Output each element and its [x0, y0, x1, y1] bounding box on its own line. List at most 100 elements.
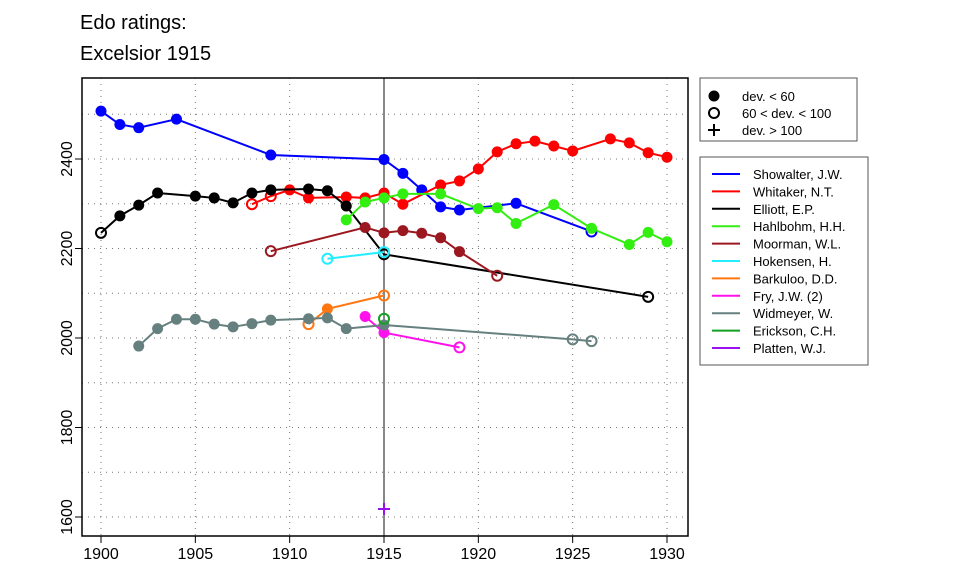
- x-tick-label: 1930: [649, 546, 685, 563]
- series-moorman-w-l-point: [491, 269, 504, 282]
- series-whitaker-n-t-point: [623, 137, 635, 149]
- series-showalter-j-w-point: [95, 105, 107, 117]
- series-line-barkuloo-d-d: [307, 294, 385, 325]
- series-widmeyer-w-point: [321, 312, 333, 324]
- series-widmeyer-w-point: [265, 314, 277, 326]
- series-hokensen-h: [321, 246, 390, 265]
- x-tick-label: 1925: [555, 546, 591, 563]
- series-widmeyer-w-point: [340, 323, 352, 335]
- series-fry-j-w-point: [359, 311, 371, 323]
- series-whitaker-n-t-point: [453, 175, 465, 187]
- marker-legend-filled-point: [708, 90, 720, 102]
- chart-title-line-2: Excelsior 1915: [80, 43, 211, 65]
- series-showalter-j-w-point: [170, 113, 182, 125]
- series-hahlbohm-h-h-point: [548, 199, 560, 211]
- series-widmeyer-w-point: [189, 313, 201, 325]
- legend-label: Fry, J.W. (2): [753, 289, 823, 304]
- series-whitaker-n-t-point: [245, 198, 258, 211]
- marker-legend-plus-point: [708, 124, 720, 136]
- series-elliott-e-p-point: [114, 210, 126, 222]
- series-line-hokensen-h: [327, 251, 385, 260]
- series-whitaker-n-t-point: [567, 145, 579, 157]
- series-showalter-j-w-point: [133, 122, 145, 134]
- series-widmeyer-w-point: [208, 318, 220, 330]
- series-line-hahlbohm-h-h: [345, 192, 668, 246]
- series-hahlbohm-h-h-point: [491, 202, 503, 214]
- series-elliott-e-p-point: [321, 185, 333, 197]
- series-whitaker-n-t-point: [472, 163, 484, 175]
- series-widmeyer-w-point: [566, 333, 579, 346]
- series-hahlbohm-h-h-point: [661, 236, 673, 248]
- series-elliott-e-p-point: [152, 187, 164, 199]
- marker-legend-label: dev. < 60: [742, 89, 795, 104]
- series-widmeyer-w-point: [246, 318, 258, 330]
- y-tick-label: 1600: [59, 499, 76, 535]
- x-tick-label: 1920: [461, 546, 497, 563]
- x-tick-label: 1900: [83, 546, 119, 563]
- chart-title-line-1: Edo ratings:: [80, 12, 187, 34]
- legend-label: Hahlbohm, H.H.: [753, 219, 845, 234]
- marker-legend-open-point: [708, 107, 720, 119]
- series-whitaker-n-t-point: [661, 151, 673, 163]
- series-whitaker-n-t-point: [435, 179, 447, 191]
- series-fry-j-w: [359, 311, 466, 354]
- series-hahlbohm-h-h-point: [623, 238, 635, 250]
- series-whitaker-n-t-point: [340, 191, 352, 203]
- series-hahlbohm-h-h-point: [340, 214, 352, 226]
- series-line-whitaker-n-t: [251, 137, 668, 206]
- series-showalter-j-w-point: [453, 204, 465, 216]
- series-showalter-j-w-point: [114, 119, 126, 131]
- series-whitaker-n-t-point: [604, 133, 616, 145]
- series-widmeyer-w-point: [170, 313, 182, 325]
- series-whitaker-n-t-point: [529, 135, 541, 147]
- series-elliott-e-p-point: [642, 290, 655, 303]
- series-elliott-e-p-point: [246, 187, 258, 199]
- series-erickson-c-h-point: [378, 312, 390, 325]
- series-moorman-w-l-point: [453, 246, 465, 258]
- marker-legend-label: 60 < dev. < 100: [742, 106, 831, 121]
- series-elliott-e-p-point: [189, 190, 201, 202]
- legend-label: Platten, W.J.: [753, 341, 826, 356]
- plot-frame: [81, 77, 689, 537]
- series-hokensen-h-point: [321, 252, 334, 265]
- series-showalter-j-w-point: [435, 201, 447, 213]
- series-hahlbohm-h-h-point: [378, 192, 390, 204]
- marker-legend-box: [699, 77, 858, 142]
- legend-label: Widmeyer, W.: [753, 306, 833, 321]
- x-tick-label: 1905: [178, 546, 214, 563]
- series-widmeyer-w-point: [227, 321, 239, 333]
- y-tick-label: 2400: [59, 141, 76, 177]
- series-moorman-w-l-point: [264, 245, 277, 258]
- legend-label: Barkuloo, D.D.: [753, 271, 838, 286]
- series-whitaker-n-t-point: [491, 146, 503, 158]
- series-moorman-w-l-point: [397, 225, 409, 237]
- series-hahlbohm-h-h-point: [397, 188, 409, 200]
- series-group: [95, 105, 673, 515]
- axes: 1900 1905 1910 1915 1920 1925 1930 1600 1800 2000…: [59, 141, 685, 563]
- series-hokensen-h-point: [378, 246, 390, 259]
- series-hahlbohm-h-h-point: [510, 217, 522, 229]
- series-hahlbohm-h-h-point: [359, 196, 371, 208]
- series-showalter-j-w-point: [378, 153, 390, 165]
- legend-label: Showalter, J.W.: [753, 167, 843, 182]
- series-hahlbohm-h-h-point: [586, 222, 598, 234]
- series-elliott-e-p: [95, 183, 655, 303]
- series-elliott-e-p-point: [133, 199, 145, 211]
- series-barkuloo-d-d-point: [321, 303, 333, 315]
- series-whitaker-n-t-point: [642, 147, 654, 159]
- series-line-showalter-j-w: [100, 110, 592, 233]
- marker-legend-label: dev. > 100: [742, 123, 802, 138]
- series-whitaker-n-t: [245, 133, 673, 211]
- series-hahlbohm-h-h: [340, 188, 673, 250]
- y-tick-label: 2200: [59, 231, 76, 267]
- series-moorman-w-l-point: [416, 227, 428, 239]
- series-widmeyer-w-point: [303, 313, 315, 325]
- x-tick-label: 1910: [272, 546, 308, 563]
- series-legend: Showalter, J.W. Whitaker, N.T. Elliott, E.…: [699, 156, 869, 366]
- series-whitaker-n-t-point: [548, 140, 560, 152]
- legend-label: Whitaker, N.T.: [753, 184, 834, 199]
- series-showalter-j-w-point: [265, 149, 277, 161]
- series-showalter-j-w-point: [397, 167, 409, 179]
- series-moorman-w-l-point: [435, 232, 447, 244]
